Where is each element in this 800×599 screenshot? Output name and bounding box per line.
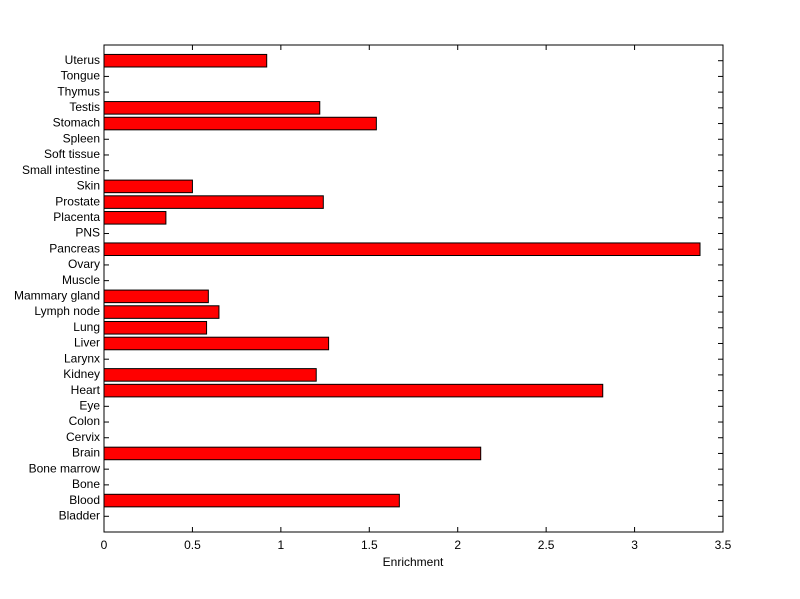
bar bbox=[103, 242, 701, 257]
bar bbox=[103, 53, 268, 68]
x-axis-label: Enrichment bbox=[383, 555, 444, 569]
y-tick-label: Bone bbox=[72, 477, 100, 491]
bar bbox=[103, 179, 193, 194]
x-tick-label: 1.5 bbox=[361, 538, 378, 552]
y-tick-label: Larynx bbox=[64, 351, 100, 365]
y-tick-label: Kidney bbox=[63, 367, 100, 381]
bar bbox=[103, 493, 400, 508]
bar bbox=[103, 289, 209, 304]
x-tick-label: 0.5 bbox=[184, 538, 201, 552]
y-tick-label: Placenta bbox=[53, 210, 100, 224]
y-tick-label: Eye bbox=[79, 398, 100, 412]
y-tick-label: Small intestine bbox=[22, 163, 100, 177]
x-tick-label: 3 bbox=[631, 538, 638, 552]
bar bbox=[103, 446, 482, 461]
y-tick-label: Spleen bbox=[63, 131, 100, 145]
y-tick-label: Muscle bbox=[62, 273, 100, 287]
bar bbox=[103, 320, 208, 335]
y-tick-label: Bone marrow bbox=[29, 461, 101, 475]
bar bbox=[103, 336, 330, 351]
x-tick-label: 2 bbox=[454, 538, 461, 552]
y-tick-label: Soft tissue bbox=[44, 147, 100, 161]
y-tick-label: PNS bbox=[75, 226, 100, 240]
x-tick-label: 3.5 bbox=[715, 538, 732, 552]
bar bbox=[103, 305, 220, 319]
y-tick-label: Cervix bbox=[66, 430, 100, 444]
bar bbox=[103, 101, 321, 115]
y-tick-label: Pancreas bbox=[49, 241, 100, 255]
y-tick-label: Brain bbox=[72, 446, 100, 460]
bar bbox=[103, 383, 604, 398]
y-tick-label: Testis bbox=[69, 100, 100, 114]
y-tick-label: Stomach bbox=[53, 116, 100, 130]
y-tick-label: Liver bbox=[74, 336, 100, 350]
y-tick-label: Uterus bbox=[65, 53, 100, 67]
y-tick-label: Lung bbox=[73, 320, 100, 334]
y-tick-label: Thymus bbox=[57, 84, 100, 98]
x-tick-label: 1 bbox=[278, 538, 285, 552]
y-tick-label: Mammary gland bbox=[14, 289, 100, 303]
bar bbox=[103, 195, 324, 209]
y-tick-label: Prostate bbox=[55, 194, 100, 208]
y-tick-label: Bladder bbox=[59, 508, 100, 522]
y-tick-label: Ovary bbox=[68, 257, 100, 271]
y-tick-label: Tongue bbox=[61, 69, 101, 83]
y-tick-label: Heart bbox=[71, 383, 101, 397]
bar bbox=[103, 211, 167, 225]
bar bbox=[103, 368, 317, 382]
y-tick-label: Skin bbox=[77, 179, 100, 193]
y-tick-label: Blood bbox=[69, 493, 100, 507]
x-tick-label: 0 bbox=[101, 538, 108, 552]
bar bbox=[103, 116, 377, 131]
x-tick-label: 2.5 bbox=[538, 538, 555, 552]
y-tick-label: Lymph node bbox=[34, 304, 100, 318]
y-tick-label: Colon bbox=[69, 414, 100, 428]
